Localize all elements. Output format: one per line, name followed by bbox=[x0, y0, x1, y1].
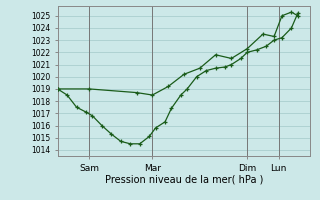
X-axis label: Pression niveau de la mer( hPa ): Pression niveau de la mer( hPa ) bbox=[105, 174, 263, 184]
